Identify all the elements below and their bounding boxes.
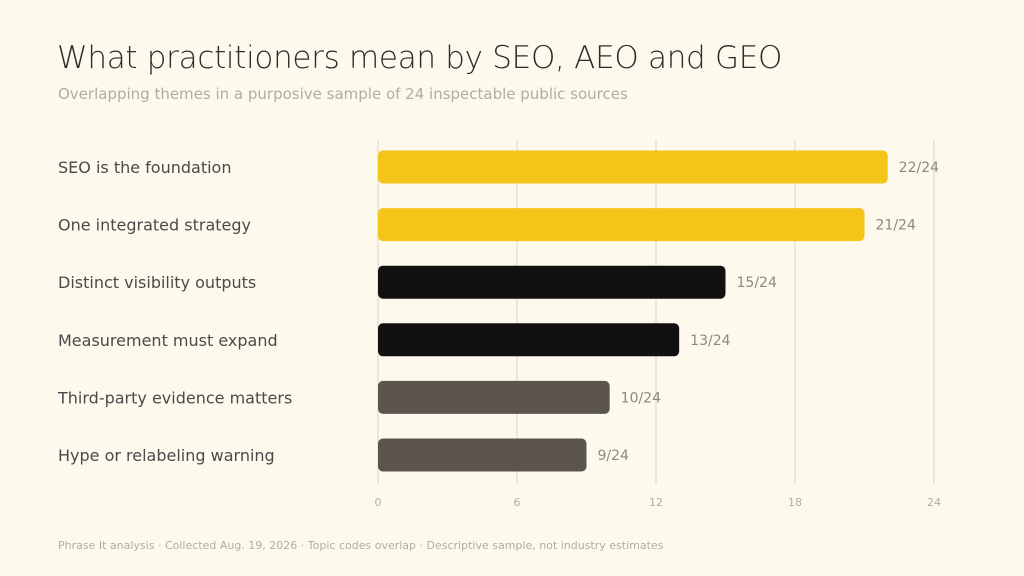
x-tick-label: 24 <box>927 496 941 509</box>
category-label: SEO is the foundation <box>58 158 231 177</box>
value-label: 9/24 <box>598 448 630 464</box>
bar <box>378 265 726 299</box>
x-tick-label: 0 <box>375 496 382 509</box>
category-label: Distinct visibility outputs <box>58 273 256 292</box>
value-label: 15/24 <box>737 275 777 291</box>
bar <box>378 208 865 242</box>
bar <box>378 323 680 357</box>
category-label: One integrated strategy <box>58 216 251 235</box>
value-label: 13/24 <box>690 333 730 349</box>
x-tick-label: 18 <box>788 496 802 509</box>
bar <box>378 438 587 472</box>
bar <box>378 150 888 184</box>
x-tick-label: 6 <box>514 496 521 509</box>
category-label: Third-party evidence matters <box>57 388 292 407</box>
bar <box>378 380 610 414</box>
category-label: Measurement must expand <box>58 331 278 350</box>
chart-footer: Phrase It analysis · Collected Aug. 19, … <box>58 539 664 552</box>
category-label: Hype or relabeling warning <box>58 446 275 465</box>
x-tick-label: 12 <box>649 496 663 509</box>
chart-title: What practitioners mean by SEO, AEO and … <box>57 40 783 76</box>
value-label: 21/24 <box>876 218 916 234</box>
value-label: 10/24 <box>621 390 661 406</box>
value-label: 22/24 <box>899 160 939 176</box>
chart-subtitle: Overlapping themes in a purposive sample… <box>58 85 628 103</box>
